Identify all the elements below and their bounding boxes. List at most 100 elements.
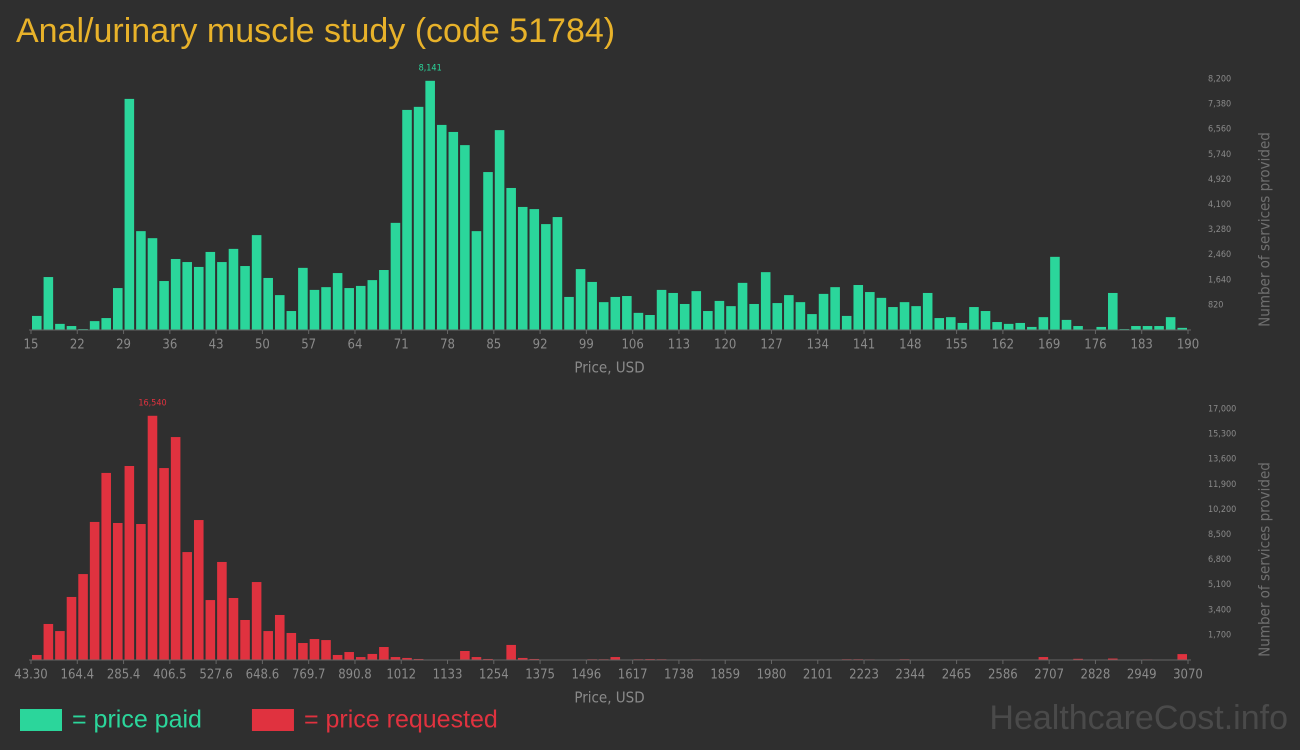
x-axis-title: Price, USD [574,689,644,707]
y-tick-label: 820 [1208,300,1223,310]
y-axis-title: Number of services provided [1256,132,1274,327]
bar [1073,326,1083,330]
bar [240,266,250,330]
x-tick-label: 29 [116,338,131,353]
x-tick-label: 890.8 [338,668,371,683]
bar [101,318,111,330]
x-tick-label: 64 [348,338,363,353]
bar [402,657,412,660]
bar [43,277,54,330]
x-tick-label: 85 [486,338,501,353]
bar [355,657,366,660]
bar [286,632,297,660]
bar [355,285,366,330]
x-tick-label: 43 [209,338,224,353]
legend-label: = price requested [304,706,498,734]
bar [217,561,227,660]
y-tick-label: 15,300 [1208,430,1236,440]
x-tick-label: 2707 [1034,668,1064,683]
x-tick-label: 1980 [757,668,787,683]
y-tick-label: 4,920 [1208,175,1231,185]
bar [309,289,320,330]
bar [170,258,181,330]
bar [413,658,424,660]
y-axis-title: Number of services provided [1256,462,1274,657]
x-tick-label: 1738 [664,668,694,683]
bar [1108,658,1118,660]
x-tick-label: 15 [24,338,39,353]
bar [367,653,378,660]
bar [55,323,65,330]
x-tick-label: 43.30 [14,668,47,683]
x-tick-label: 1375 [525,668,555,683]
bar [934,318,945,330]
bar [460,650,470,660]
bar [1177,327,1187,330]
bar [957,322,968,330]
x-tick-label: 190 [1177,338,1199,353]
bar [344,288,354,330]
bar [749,303,759,330]
bar [529,658,540,660]
bar [159,468,169,660]
x-tick-label: 162 [992,338,1014,353]
bar [795,302,806,330]
bar [379,647,389,660]
x-tick-label: 1012 [386,668,416,683]
bar [899,302,910,330]
value-label: 16,540 [138,398,166,408]
x-tick-label: 106 [621,338,643,353]
bar [32,654,42,660]
bar [124,98,135,331]
bar [1142,326,1153,330]
bar [263,277,273,330]
bar [1177,654,1187,660]
bar [506,187,516,330]
x-tick-label: 57 [301,338,316,353]
bar [112,522,123,660]
y-tick-label: 8,200 [1208,75,1231,85]
y-tick-label: 10,200 [1208,505,1236,515]
x-tick-label: 71 [394,338,409,353]
bar [645,315,655,330]
bar [980,311,991,330]
bar [853,285,864,330]
bar [460,145,470,330]
bar [309,639,320,660]
bar [517,657,528,660]
y-tick-label: 1,700 [1208,630,1231,640]
bar [517,206,528,330]
watermark: HealthcareCost.info [989,699,1288,737]
bar [193,520,204,660]
bar [298,643,308,660]
x-tick-label: 164.4 [61,668,94,683]
x-tick-label: 155 [945,338,967,353]
x-axis-title: Price, USD [574,359,644,377]
x-tick-label: 2223 [849,668,879,683]
bar [78,574,88,660]
y-tick-label: 6,560 [1208,125,1231,135]
x-tick-label: 183 [1131,338,1153,353]
bar [321,640,331,660]
bar [89,321,100,330]
y-tick-label: 3,400 [1208,605,1231,615]
bar [992,322,1002,330]
bar [946,317,956,330]
bar [552,217,563,330]
bar [1061,319,1072,330]
bar [506,644,516,660]
bar [876,297,887,330]
y-tick-label: 1,640 [1208,275,1231,285]
bar [1003,323,1014,330]
x-tick-label: 92 [533,338,548,353]
y-tick-label: 6,800 [1208,555,1231,565]
y-tick-label: 2,460 [1208,250,1231,260]
bar [402,109,412,330]
bar [274,614,285,660]
bar [598,302,609,330]
bar [1131,326,1141,330]
bar [101,472,111,660]
bar [471,657,482,660]
bar [714,300,725,330]
x-tick-label: 2586 [988,668,1018,683]
